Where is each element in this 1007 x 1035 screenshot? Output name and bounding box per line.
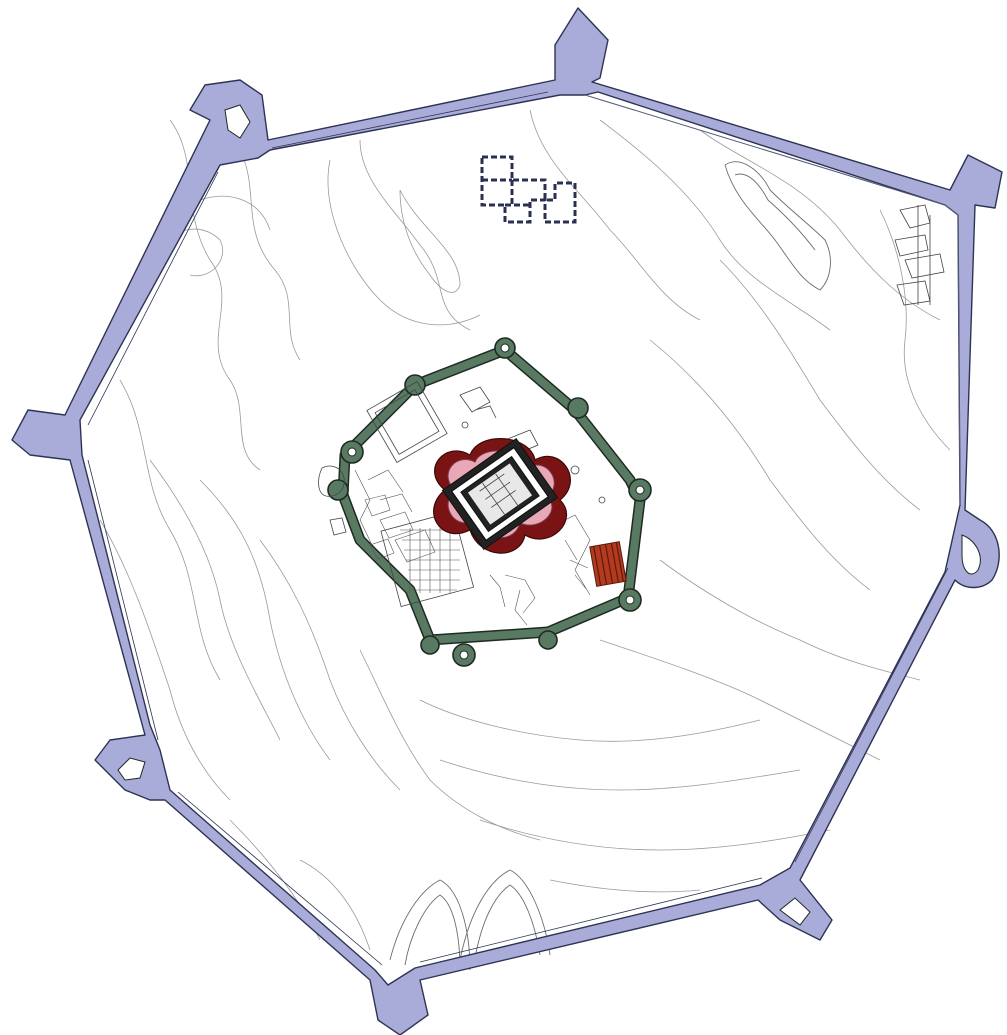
east-round-tower-chamber [961, 534, 981, 575]
northeast-tower [567, 397, 589, 419]
east-ruins [894, 204, 945, 306]
keep-inner-court [466, 462, 534, 526]
southwest-bastion-chamber [117, 757, 146, 781]
south-east-brick-structure [589, 541, 627, 587]
west-bastion-chamber [224, 104, 251, 139]
northwest-tower [404, 374, 426, 396]
west-tower-lower [327, 479, 349, 501]
middle-fortification [327, 337, 652, 667]
south-tower [538, 630, 558, 650]
north-building [480, 155, 577, 224]
northwest-hall [366, 380, 448, 464]
outer-fortification [11, 7, 1003, 1035]
central-keep [433, 437, 571, 554]
terrain-contours [99, 109, 951, 971]
southeast-bastion-chamber [779, 897, 811, 926]
west-outer-ruins [318, 465, 347, 536]
southwest-tower [420, 635, 440, 655]
southwest-ruin-block [380, 511, 475, 608]
inner-ruins [354, 380, 606, 626]
